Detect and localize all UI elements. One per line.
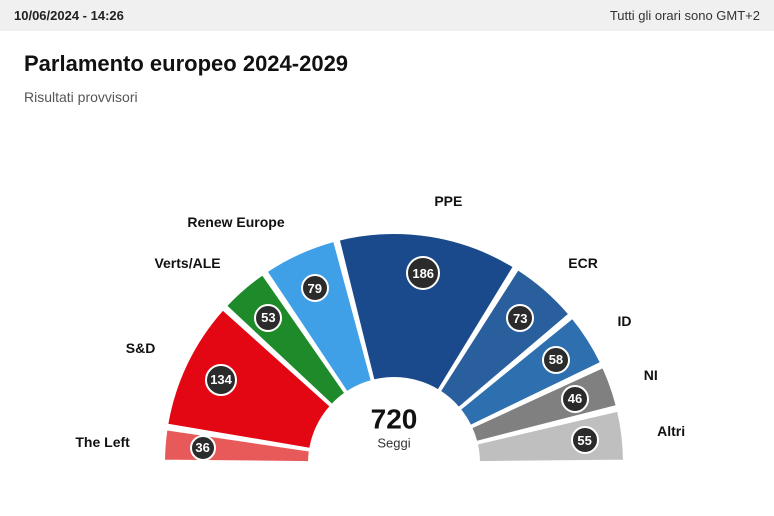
timestamp: 10/06/2024 - 14:26	[14, 8, 124, 23]
seat-badge-verts-ale: 53	[254, 304, 282, 332]
timezone-note: Tutti gli orari sono GMT+2	[610, 8, 760, 23]
seat-badge-altri: 55	[571, 426, 599, 454]
seat-badge-renew-europe: 79	[301, 274, 329, 302]
party-label-verts-ale: Verts/ALE	[154, 255, 220, 271]
page-title: Parlamento europeo 2024-2029	[24, 51, 750, 77]
party-label-ni: NI	[644, 367, 658, 383]
content-region: Parlamento europeo 2024-2029 Risultati p…	[0, 31, 774, 473]
party-label-renew-europe: Renew Europe	[187, 214, 284, 230]
seat-badge-id: 58	[542, 346, 570, 374]
seat-badge-ecr: 73	[506, 304, 534, 332]
party-label-altri: Altri	[657, 423, 685, 439]
page-subtitle: Risultati provvisori	[24, 89, 750, 105]
seat-badge-the-left: 36	[190, 435, 216, 461]
party-label-id: ID	[617, 313, 631, 329]
party-label-s-d: S&D	[126, 340, 156, 356]
party-label-ecr: ECR	[568, 255, 598, 271]
party-label-ppe: PPE	[434, 193, 462, 209]
seat-badge-s-d: 134	[205, 364, 237, 396]
party-label-the-left: The Left	[75, 434, 129, 450]
total-seats: 720	[371, 404, 418, 436]
seats-word: Seggi	[371, 436, 418, 451]
hemicycle-chart: 720 Seggi 55 Altri 46 NI 58 ID 73 ECR 186 PPE 79 Re…	[24, 113, 764, 473]
top-bar: 10/06/2024 - 14:26 Tutti gli orari sono …	[0, 0, 774, 31]
center-label: 720 Seggi	[371, 404, 418, 451]
seat-badge-ppe: 186	[406, 256, 440, 290]
seat-badge-ni: 46	[561, 385, 589, 413]
